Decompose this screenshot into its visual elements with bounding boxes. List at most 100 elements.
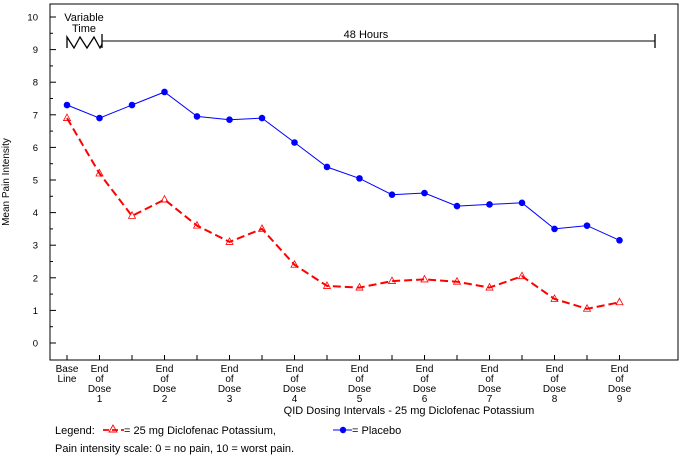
legend-prefix: Legend: <box>55 425 95 437</box>
x-tick-label: Line <box>58 374 77 385</box>
y-tick-label: 2 <box>33 273 38 284</box>
data-point <box>388 191 396 198</box>
x-tick-label: Dose <box>608 384 632 395</box>
y-tick-label: 4 <box>33 208 38 219</box>
data-point <box>225 237 234 245</box>
data-point <box>257 224 267 232</box>
plot-frame <box>49 3 679 361</box>
x-tick-label: 8 <box>552 394 558 405</box>
data-point <box>517 271 527 280</box>
data-point <box>226 116 233 123</box>
data-point <box>192 220 202 229</box>
data-point <box>452 276 462 285</box>
data-point <box>485 282 494 291</box>
x-tick-label: Base <box>56 364 79 375</box>
x-tick-label: 4 <box>292 394 298 405</box>
legend-placebo-text: = Placebo <box>352 425 401 437</box>
x-tick-label: End <box>351 364 369 375</box>
x-tick-label: 2 <box>162 394 168 405</box>
x-tick-label: Dose <box>283 384 307 395</box>
y-tick-label: 10 <box>27 13 38 24</box>
x-axis: BaseLineEndofDose1EndofDose2EndofDose3En… <box>56 355 632 405</box>
data-point <box>355 282 364 291</box>
series-diclofenac <box>62 113 624 312</box>
series-line <box>66 91 620 241</box>
x-tick-label: of <box>290 374 299 385</box>
x-tick-label: of <box>550 374 559 385</box>
data-point <box>127 211 137 219</box>
x-tick-label: End <box>286 364 304 375</box>
x-tick-label: Dose <box>478 384 502 395</box>
x-tick-label: 6 <box>422 394 428 405</box>
x-tick-label: Dose <box>413 384 437 395</box>
x-tick-label: 7 <box>487 394 493 405</box>
data-point <box>128 101 136 109</box>
data-point <box>420 274 429 283</box>
x-tick-label: Dose <box>543 384 567 395</box>
data-point <box>583 222 591 229</box>
data-point <box>387 276 397 284</box>
y-tick-label: 0 <box>33 339 38 350</box>
variable-time-label-line1: Variable <box>64 12 104 24</box>
footnote: Pain intensity scale: 0 = no pain, 10 = … <box>55 443 294 455</box>
data-point <box>62 113 72 121</box>
y-tick-label: 3 <box>33 241 38 252</box>
variable-time-zigzag <box>66 34 103 50</box>
y-tick-label: 1 <box>33 306 38 317</box>
x-tick-label: End <box>416 364 434 375</box>
data-point <box>95 168 104 177</box>
legend-placebo-marker <box>339 426 347 434</box>
data-point <box>63 101 71 109</box>
legend: Legend: = 25 mg Diclofenac Potassium, = … <box>55 424 401 437</box>
data-point <box>290 259 299 268</box>
y-tick-label: 9 <box>33 45 38 56</box>
legend-diclofenac-text: = 25 mg Diclofenac Potassium, <box>124 425 276 437</box>
x-tick-label: of <box>95 374 104 385</box>
data-point <box>421 189 428 197</box>
data-point <box>356 175 363 182</box>
x-tick-label: of <box>420 374 429 385</box>
data-point <box>258 114 266 122</box>
x-tick-label: End <box>156 364 174 375</box>
data-point <box>551 225 558 233</box>
data-point <box>518 199 526 207</box>
x-tick-label: of <box>485 374 494 385</box>
annotations: Variable Time 48 Hours <box>64 12 656 50</box>
data-point <box>616 237 623 244</box>
x-tick-label: End <box>546 364 564 375</box>
plot-border <box>49 3 679 361</box>
x-axis-label: QID Dosing Intervals - 25 mg Diclofenac … <box>284 405 535 417</box>
x-tick-label: End <box>91 364 109 375</box>
y-axis: 0 1 2 3 4 5 6 7 8 9 10 <box>27 13 56 350</box>
legend-diclofenac-marker <box>108 424 118 433</box>
series-line <box>66 117 620 310</box>
data-point <box>615 297 624 306</box>
x-tick-label: 3 <box>227 394 233 405</box>
x-tick-label: 1 <box>97 394 103 405</box>
data-point <box>291 139 298 146</box>
x-tick-label: Dose <box>218 384 242 395</box>
variable-time-label-line2: Time <box>72 23 96 35</box>
data-point <box>550 294 559 302</box>
x-tick-label: 9 <box>617 394 623 405</box>
hours-label: 48 Hours <box>344 29 389 41</box>
x-tick-label: Dose <box>348 384 372 395</box>
data-point <box>582 303 592 312</box>
x-tick-label: End <box>221 364 239 375</box>
y-axis-label: Mean Pain Intensity <box>1 138 12 226</box>
x-tick-label: of <box>160 374 169 385</box>
x-tick-label: of <box>355 374 364 385</box>
data-point <box>160 194 169 203</box>
data-point <box>323 163 331 171</box>
x-tick-label: of <box>225 374 234 385</box>
y-tick-label: 8 <box>33 78 38 89</box>
y-tick-label: 7 <box>33 110 38 121</box>
x-tick-label: Dose <box>88 384 112 395</box>
x-tick-label: Dose <box>153 384 177 395</box>
data-point <box>322 281 332 289</box>
data-point <box>486 201 493 208</box>
series-placebo <box>63 88 623 244</box>
x-tick-label: 5 <box>357 394 363 405</box>
x-tick-label: End <box>481 364 499 375</box>
